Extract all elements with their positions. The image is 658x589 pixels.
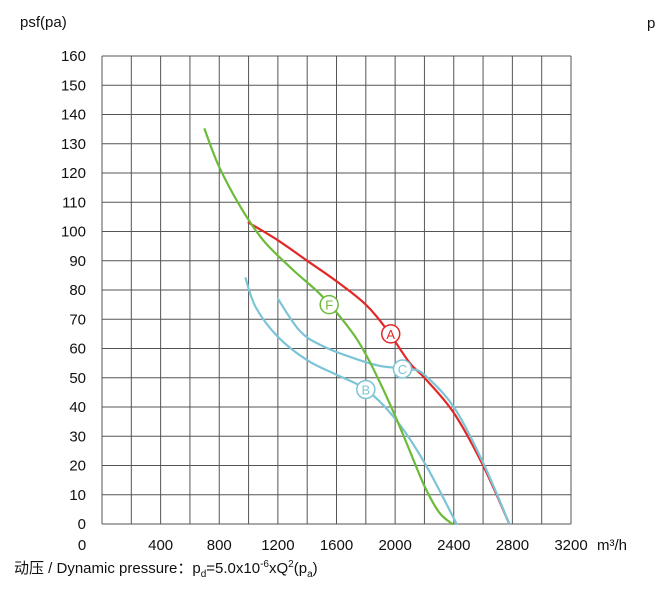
x-tick-label: 800 — [207, 537, 232, 554]
x-axis-unit-label: m³/h — [597, 537, 627, 554]
y-axis-ticks: 0 10 20 30 40 50 60 70 80 90 100 110 120 130 140 150 160 — [61, 48, 86, 533]
caption-prefix: 动压 / Dynamic pressure： — [14, 560, 193, 577]
caption-open: (p — [293, 560, 308, 577]
y-tick-label: 110 — [62, 194, 86, 211]
series-label-b: B — [361, 382, 370, 397]
x-tick-label: 2000 — [378, 537, 411, 554]
y-tick-label: 40 — [69, 399, 86, 416]
series-marker-c — [392, 359, 413, 379]
x-tick-label: 2800 — [496, 537, 529, 554]
caption-xq: xQ — [268, 560, 289, 577]
series-line-a — [247, 221, 511, 526]
caption-q-exp: 2 — [288, 559, 294, 570]
y-tick-label: 140 — [61, 107, 86, 124]
y-axis-label: psf(pa) — [20, 14, 67, 31]
corner-label: p — [647, 15, 656, 32]
chart-grid — [101, 55, 572, 525]
x-axis-ticks: 0 400 800 1200 1600 2000 2400 2800 3200 m³/h — [78, 537, 627, 554]
series-line-b — [244, 277, 458, 526]
dynamic-pressure-caption: 动压 / Dynamic pressure：pd=5.0x10-6xQ2(pa) — [14, 557, 318, 580]
y-tick-label: 0 — [78, 516, 86, 533]
series-marker-a — [380, 324, 401, 344]
y-tick-label: 60 — [69, 341, 86, 358]
caption-pa-sub: a — [307, 569, 313, 580]
series-marker-b — [356, 379, 376, 400]
y-tick-label: 30 — [69, 428, 86, 445]
y-tick-label: 70 — [69, 311, 86, 328]
caption-close: ) — [312, 560, 318, 577]
y-tick-label: 120 — [61, 165, 86, 182]
series-line-f — [203, 128, 454, 526]
caption-eq: =5.0x10 — [206, 560, 261, 577]
caption-p: p — [192, 560, 201, 577]
x-tick-label: 400 — [148, 537, 173, 554]
series-label-f: F — [325, 298, 333, 313]
y-tick-label: 10 — [69, 487, 86, 504]
y-tick-label: 20 — [69, 458, 86, 475]
x-tick-label: 1600 — [320, 537, 353, 554]
series-label-c: C — [398, 362, 407, 377]
series-label-a: A — [386, 327, 395, 342]
y-tick-label: 80 — [69, 282, 86, 299]
y-tick-label: 100 — [61, 224, 86, 241]
x-tick-label: 0 — [78, 537, 86, 554]
y-tick-label: 160 — [61, 48, 86, 65]
y-tick-label: 150 — [61, 77, 86, 94]
y-tick-label: 90 — [69, 253, 86, 270]
caption-p-sub: d — [200, 569, 207, 580]
x-tick-label: 2400 — [437, 537, 470, 554]
x-tick-label: 1200 — [261, 537, 294, 554]
y-tick-label: 130 — [61, 136, 86, 153]
series-marker-f — [319, 294, 339, 315]
caption-exp: -6 — [260, 559, 269, 570]
chart-series: A C B F — [203, 128, 511, 526]
y-tick-label: 50 — [69, 370, 86, 387]
x-tick-label: 3200 — [554, 537, 587, 554]
